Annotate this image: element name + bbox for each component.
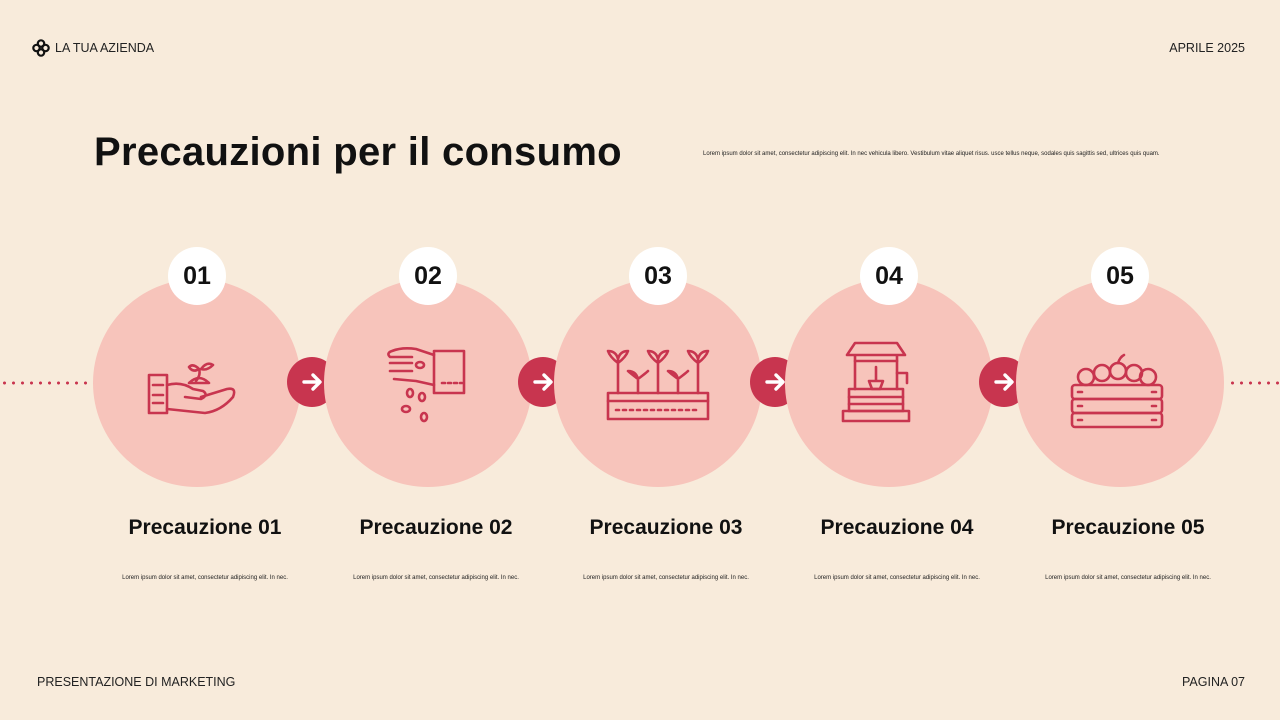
- step-title: Precauzione 01: [128, 516, 282, 539]
- step-title: Precauzione 04: [820, 516, 974, 539]
- brand-name: LA TUA AZIENDA: [55, 41, 155, 55]
- step-number-badge: 01: [168, 247, 226, 305]
- step-text: Lorem ipsum dolor sit amet, consectetur …: [583, 575, 749, 581]
- step-text: Lorem ipsum dolor sit amet, consectetur …: [353, 575, 519, 581]
- step-number-badge: 04: [860, 247, 918, 305]
- step-text: Lorem ipsum dolor sit amet, consectetur …: [814, 575, 980, 581]
- water-well-icon: [841, 341, 911, 423]
- page-number: PAGINA 07: [1182, 675, 1245, 689]
- seedlings-planter-icon: [606, 349, 710, 421]
- step-title: Precauzione 05: [1051, 516, 1205, 539]
- step-text: Lorem ipsum dolor sit amet, consectetur …: [122, 575, 288, 581]
- fruit-crate-icon: [1070, 353, 1164, 429]
- step-circle: [785, 279, 993, 487]
- step-circle: [1016, 279, 1224, 487]
- dotted-line-left: [0, 381, 95, 385]
- step-title: Precauzione 02: [359, 516, 513, 539]
- dotted-line-right: [1228, 381, 1280, 385]
- hand-plant-icon: [147, 362, 236, 415]
- step-circle: [554, 279, 762, 487]
- logo-icon: [32, 39, 50, 57]
- step-circle: [324, 279, 532, 487]
- page-title: Precauzioni per il consumo: [94, 130, 622, 174]
- step-number-badge: 05: [1091, 247, 1149, 305]
- step-number-badge: 02: [399, 247, 457, 305]
- date: APRILE 2025: [1169, 41, 1245, 55]
- step-circle: [93, 279, 301, 487]
- step-text: Lorem ipsum dolor sit amet, consectetur …: [1045, 575, 1211, 581]
- page-description: Lorem ipsum dolor sit amet, consectetur …: [703, 151, 1160, 157]
- brand: LA TUA AZIENDA: [32, 39, 154, 57]
- step-title: Precauzione 03: [589, 516, 743, 539]
- footer-title: PRESENTAZIONE DI MARKETING: [37, 675, 236, 689]
- step-number-badge: 03: [629, 247, 687, 305]
- hand-seeds-icon: [387, 347, 466, 423]
